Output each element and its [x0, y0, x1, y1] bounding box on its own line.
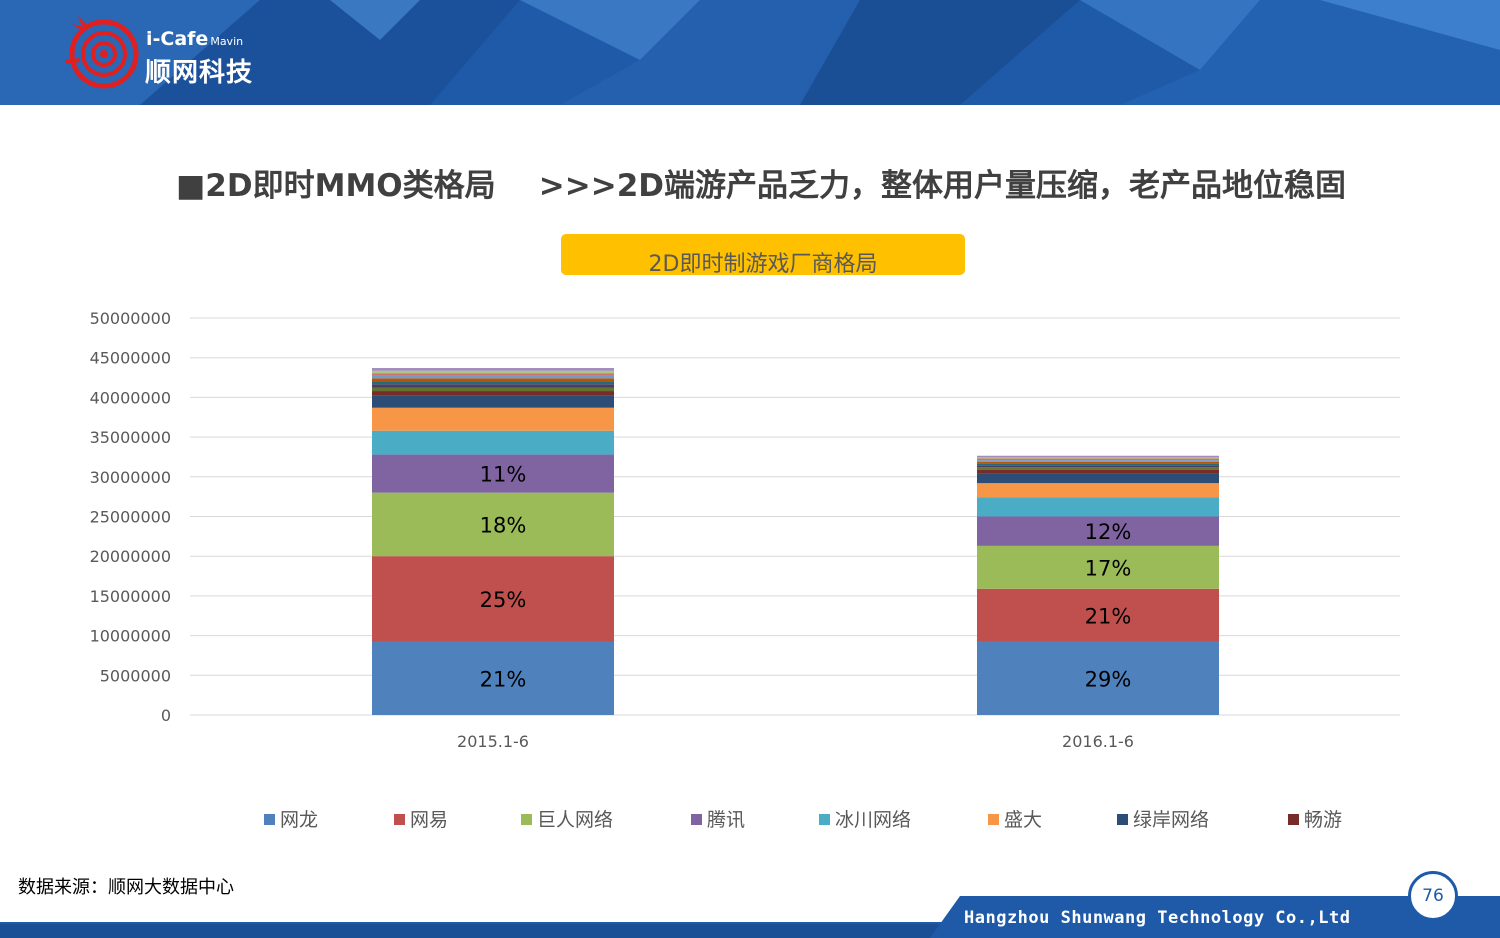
- y-tick-label: 20000000: [90, 547, 171, 566]
- data-label: 29%: [1085, 667, 1132, 691]
- y-tick-label: 10000000: [90, 627, 171, 646]
- bar-segment-minor: [372, 387, 614, 392]
- data-label: 18%: [480, 513, 527, 537]
- legend-label: 网易: [410, 809, 449, 831]
- y-tick-label: 0: [161, 706, 171, 725]
- bar-segment: [977, 588, 1219, 642]
- bar-segment-minor: [372, 373, 614, 376]
- data-label: 11%: [480, 463, 527, 487]
- legend-item: 绿岸网络: [1117, 805, 1209, 832]
- brand-logo-icon: [65, 16, 139, 89]
- data-label: 21%: [1085, 604, 1132, 628]
- legend-label: 冰川网络: [835, 809, 912, 831]
- slide-title: ■2D即时MMO类格局 >>>2D端游产品乏力，整体用户量压缩，老产品地位稳固: [176, 168, 1347, 204]
- bar-segment-minor: [372, 381, 614, 385]
- data-label: 17%: [1085, 556, 1132, 580]
- bar-segment: [372, 492, 614, 557]
- y-tick-label: 35000000: [90, 428, 171, 447]
- legend-swatch: [1117, 814, 1128, 825]
- bar-segment-minor: [372, 378, 614, 382]
- company-name: Hangzhou Shunwang Technology Co.,Ltd: [964, 908, 1351, 928]
- legend-swatch: [521, 814, 532, 825]
- bar-segment-minor: [977, 467, 1219, 470]
- legend-label: 畅游: [1304, 809, 1343, 831]
- legend-swatch: [691, 814, 702, 825]
- legend-item: 盛大: [988, 805, 1042, 832]
- legend-label: 网龙: [280, 809, 319, 831]
- bar-segment: [977, 545, 1219, 589]
- header-banner: [0, 0, 1500, 105]
- legend-swatch: [394, 814, 405, 825]
- page-number: 76: [1408, 871, 1458, 921]
- y-tick-label: 45000000: [90, 349, 171, 368]
- x-tick-label: 2016.1-6: [1062, 732, 1134, 751]
- y-tick-label: 15000000: [90, 587, 171, 606]
- legend-item: 网龙: [264, 805, 318, 832]
- bar-segment-minor: [977, 460, 1219, 462]
- legend-label: 绿岸网络: [1133, 809, 1210, 831]
- bar-segment-minor: [372, 370, 614, 374]
- bar-segment: [372, 395, 614, 408]
- bar-segment-minor: [372, 375, 614, 379]
- legend-item: 网易: [394, 805, 448, 832]
- footer-banner: [0, 896, 1500, 938]
- bar-segment-minor: [977, 461, 1219, 464]
- legend-swatch: [819, 814, 830, 825]
- bar-segment: [977, 641, 1219, 715]
- bar-segment: [977, 497, 1219, 517]
- legend-swatch: [1288, 814, 1299, 825]
- bar-segment: [372, 391, 614, 396]
- legend-swatch: [988, 814, 999, 825]
- y-tick-label: 50000000: [90, 309, 171, 328]
- bar-segment-minor: [372, 384, 614, 388]
- data-source-note: 数据来源：顺网大数据中心: [18, 877, 234, 898]
- data-label: 21%: [480, 667, 527, 691]
- bar-segment-minor: [372, 368, 614, 371]
- bar-segment-minor: [977, 458, 1219, 461]
- bar-segment-minor: [977, 463, 1219, 466]
- x-tick-label: 2015.1-6: [457, 732, 529, 751]
- legend-label: 巨人网络: [537, 809, 614, 831]
- logo-brand-text: i-Cafe Mavin: [146, 28, 244, 50]
- y-tick-label: 40000000: [90, 388, 171, 407]
- y-tick-label: 30000000: [90, 468, 171, 487]
- data-label: 25%: [480, 588, 527, 612]
- legend-swatch: [264, 814, 275, 825]
- chart-title: 2D即时制游戏厂商格局: [648, 252, 878, 277]
- bar-segment: [372, 641, 614, 715]
- bar-segment: [977, 483, 1219, 498]
- legend-item: 腾讯: [691, 805, 745, 832]
- bar-segment-minor: [977, 465, 1219, 468]
- logo-chinese-text: 顺网科技: [145, 58, 254, 88]
- legend-label: 盛大: [1004, 809, 1043, 831]
- bar-segment: [977, 516, 1219, 546]
- stacked-bar-chart: 0 5000000 10000000 15000000 20000000 25000000…: [90, 309, 1400, 751]
- bar-segment: [372, 556, 614, 642]
- bar-segment: [977, 473, 1219, 484]
- data-label: 12%: [1085, 520, 1132, 544]
- chart-title-badge: 2D即时制游戏厂商格局: [561, 234, 965, 277]
- y-tick-label: 25000000: [90, 508, 171, 527]
- header-background: [0, 0, 1500, 105]
- legend-label: 腾讯: [707, 809, 746, 831]
- bar-segment: [372, 407, 614, 431]
- legend-item: 冰川网络: [819, 805, 911, 832]
- bar-segment: [372, 430, 614, 455]
- legend-item: 畅游: [1288, 805, 1342, 832]
- legend-item: 巨人网络: [521, 805, 613, 832]
- bar-segment: [977, 469, 1219, 474]
- bar-segment-minor: [977, 457, 1219, 459]
- y-tick-label: 5000000: [100, 666, 171, 685]
- bar-segment: [372, 454, 614, 493]
- bar-segment-minor: [977, 455, 1219, 458]
